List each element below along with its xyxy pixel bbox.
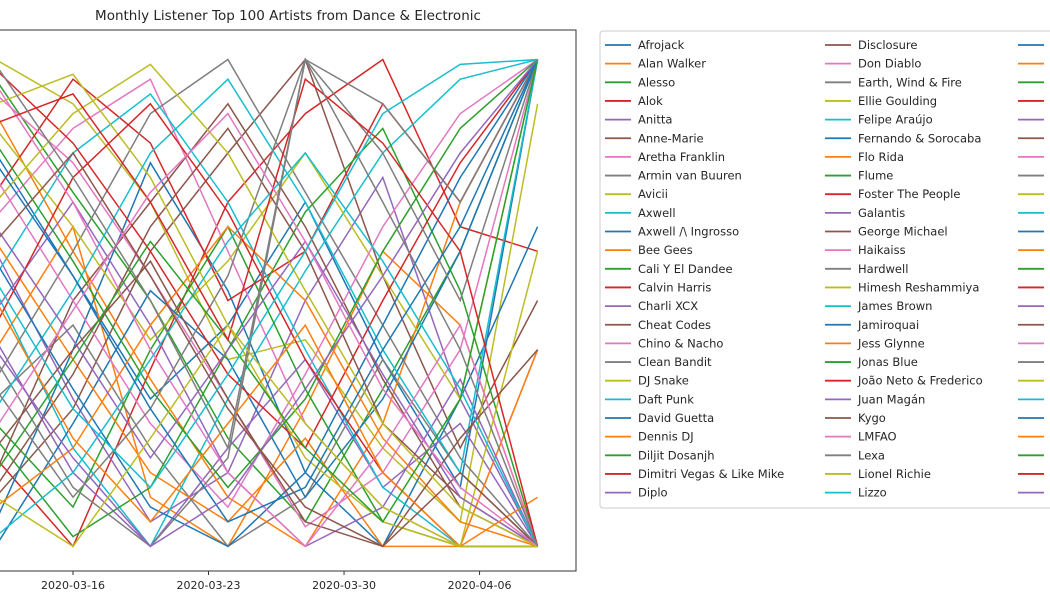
legend-label: James Brown <box>857 299 932 313</box>
legend-label: Aretha Franklin <box>638 150 725 164</box>
legend: Afrojack Alan Walker Alesso Alok Anitta Anne-… <box>599 30 1050 509</box>
legend-label: Diplo <box>638 486 668 500</box>
legend-label: Charli XCX <box>638 299 698 313</box>
legend-label: Flo Rida <box>858 150 904 164</box>
legend-label: Juan Magán <box>857 392 925 406</box>
series-line <box>0 231 539 548</box>
series-line <box>0 59 539 523</box>
legend-label: Cheat Codes <box>638 318 711 332</box>
legend-label: Axwell <box>638 206 676 220</box>
legend-label: Kygo <box>858 411 886 425</box>
legend-label: Foster The People <box>858 187 960 201</box>
series-line <box>0 161 539 548</box>
legend-label: Diljit Dosanjh <box>638 448 715 462</box>
x-tick-label: 2020-03-23 <box>177 579 241 592</box>
legend-label: Galantis <box>858 206 905 220</box>
series-line <box>0 59 539 523</box>
series-line <box>0 77 539 547</box>
legend-label: Cali Y El Dandee <box>638 262 733 276</box>
legend-label: Himesh Reshammiya <box>858 280 979 294</box>
legend-label: Jess Glynne <box>857 336 925 350</box>
legend-label: Lexa <box>858 448 885 462</box>
series-line <box>0 58 538 548</box>
legend-label: Earth, Wind & Fire <box>858 75 962 89</box>
legend-label: Armin van Buuren <box>638 169 742 183</box>
legend-label: George Michael <box>858 225 948 239</box>
legend-label: David Guetta <box>638 411 714 425</box>
series-line <box>0 225 538 548</box>
plot-frame <box>0 29 577 572</box>
series-line <box>0 92 538 548</box>
legend-label: Don Diablo <box>858 57 921 71</box>
legend-label: Felipe Araújo <box>858 113 933 127</box>
legend-label: Ellie Goulding <box>858 94 937 108</box>
legend-label: João Neto & Frederico <box>857 374 983 388</box>
x-axis: 2020-03-16 2020-03-23 2020-03-30 2020-04-06 <box>41 571 512 592</box>
series-line <box>0 259 539 548</box>
legend-label: Dimitri Vegas & Like Mike <box>638 467 784 481</box>
series-line <box>0 345 539 548</box>
legend-label: Jonas Blue <box>857 355 918 369</box>
legend-label: Disclosure <box>858 38 917 52</box>
legend-label: Hardwell <box>858 262 908 276</box>
series-line <box>0 58 539 509</box>
series-line <box>0 61 539 524</box>
legend-label: Flume <box>858 169 893 183</box>
series-line <box>0 175 539 547</box>
series-line <box>0 59 539 548</box>
chart-title: Monthly Listener Top 100 Artists from Da… <box>95 8 481 24</box>
series-line <box>0 63 538 548</box>
legend-label: Axwell /\ Ingrosso <box>638 225 739 239</box>
series-line <box>0 89 539 548</box>
legend-label: Lionel Richie <box>858 467 931 481</box>
series-line <box>0 151 539 548</box>
legend-label: Haikaiss <box>858 243 906 257</box>
legend-label: Alok <box>638 94 663 108</box>
series-line <box>0 58 539 548</box>
series-line <box>0 59 539 528</box>
legend-label: Calvin Harris <box>638 280 711 294</box>
legend-label: Anitta <box>638 113 672 127</box>
series-line <box>0 58 539 499</box>
legend-label: Bee Gees <box>638 243 693 257</box>
legend-label: Dennis DJ <box>638 430 694 444</box>
legend-label: Lizzo <box>858 486 887 500</box>
series-line <box>0 59 539 475</box>
series-line <box>0 57 539 547</box>
legend-label: Fernando & Sorocaba <box>858 131 981 145</box>
legend-label: Clean Bandit <box>638 355 712 369</box>
series-line <box>0 246 539 548</box>
x-tick-label: 2020-03-16 <box>41 579 105 592</box>
series-line <box>0 323 538 548</box>
legend-label: Jamiroquai <box>857 318 919 332</box>
series-line <box>0 151 539 547</box>
legend-label: Alesso <box>638 75 675 89</box>
legend-label: DJ Snake <box>638 374 689 388</box>
series-line <box>0 59 539 548</box>
legend-label: LMFAO <box>858 430 897 444</box>
legend-label: Afrojack <box>638 38 685 52</box>
legend-label: Alan Walker <box>638 57 706 71</box>
legend-label: Chino & Nacho <box>638 336 723 350</box>
legend-label: Avicii <box>638 187 668 201</box>
legend-label: Daft Punk <box>638 392 694 406</box>
legend-label: Anne-Marie <box>638 131 704 145</box>
series-line <box>0 58 538 548</box>
series-line <box>0 58 538 489</box>
series-line <box>0 112 539 547</box>
x-tick-label: 2020-03-30 <box>312 579 376 592</box>
series-line <box>0 73 539 548</box>
x-tick-label: 2020-04-06 <box>448 579 512 592</box>
series-line <box>0 58 539 547</box>
series-lines <box>0 57 539 548</box>
